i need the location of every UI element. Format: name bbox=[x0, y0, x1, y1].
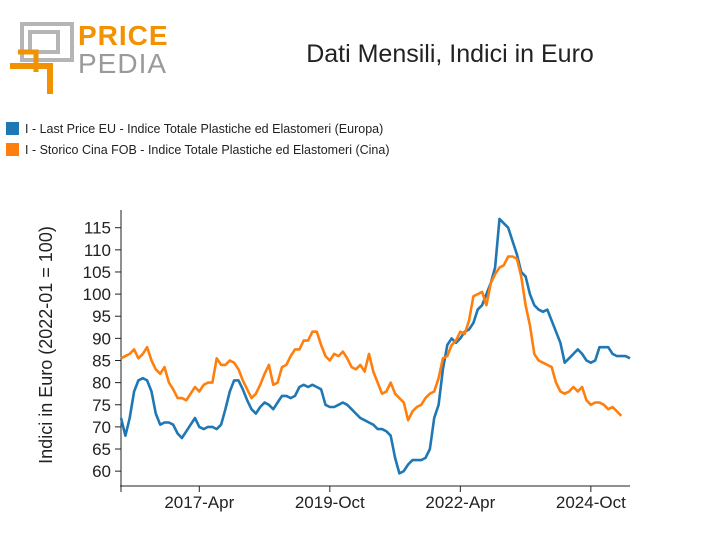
y-tick-label: 65 bbox=[92, 440, 111, 459]
y-tick-label: 60 bbox=[92, 462, 111, 481]
chart-legend: I - Last Price EU - Indice Totale Plasti… bbox=[6, 118, 390, 160]
y-axis: 60 65 70 75 80 85 90 95 100 105 110 115 bbox=[83, 210, 122, 486]
legend-swatch-cina bbox=[6, 143, 19, 156]
y-tick-label: 100 bbox=[83, 285, 111, 304]
pricepedia-logo bbox=[10, 22, 74, 94]
y-tick-label: 95 bbox=[92, 307, 111, 326]
legend-label-eu: I - Last Price EU - Indice Totale Plasti… bbox=[25, 121, 384, 136]
series-line-eu[interactable] bbox=[119, 217, 631, 475]
legend-item-cina[interactable]: I - Storico Cina FOB - Indice Totale Pla… bbox=[6, 139, 390, 160]
y-tick-label: 90 bbox=[92, 329, 111, 348]
chart-title: Dati Mensili, Indici in Euro bbox=[306, 40, 594, 68]
x-tick-label: 2017-Apr bbox=[164, 493, 234, 512]
y-tick-label: 70 bbox=[92, 418, 111, 437]
x-tick-label: 2019-Oct bbox=[295, 493, 365, 512]
series-line-cina[interactable] bbox=[120, 255, 623, 422]
legend-label-cina: I - Storico Cina FOB - Indice Totale Pla… bbox=[25, 142, 390, 157]
y-tick-label: 110 bbox=[84, 241, 111, 260]
y-tick-label: 80 bbox=[92, 374, 111, 393]
logo-word-price: PRICE bbox=[78, 20, 169, 51]
y-tick-label: 85 bbox=[92, 351, 111, 370]
legend-swatch-eu bbox=[6, 122, 19, 135]
y-tick-label: 75 bbox=[92, 396, 111, 415]
legend-item-eu[interactable]: I - Last Price EU - Indice Totale Plasti… bbox=[6, 118, 390, 139]
y-axis-label: Indici in Euro (2022-01 = 100) bbox=[36, 226, 56, 464]
logo-mark-icon bbox=[10, 22, 74, 94]
x-tick-label: 2022-Apr bbox=[425, 493, 495, 512]
x-axis: 2017-Apr 2019-Oct 2022-Apr 2024-Oct bbox=[120, 485, 630, 512]
x-tick-label: 2024-Oct bbox=[556, 493, 626, 512]
y-tick-label: 105 bbox=[83, 263, 111, 282]
y-tick-label: 115 bbox=[84, 219, 111, 238]
series-layer bbox=[119, 217, 631, 475]
logo-word-pedia: PEDIA bbox=[78, 48, 168, 79]
